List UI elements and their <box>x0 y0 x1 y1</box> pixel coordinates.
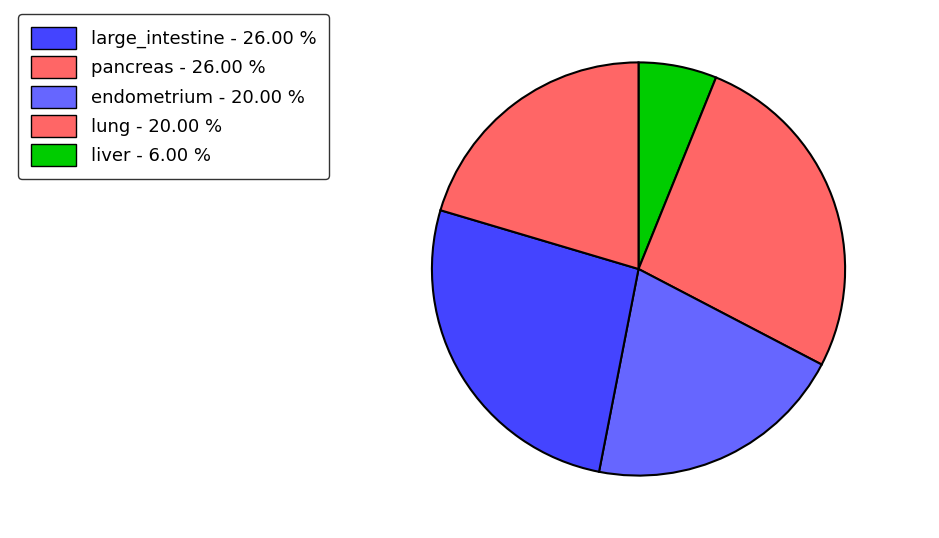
Wedge shape <box>432 210 639 472</box>
Wedge shape <box>599 269 822 476</box>
Wedge shape <box>440 62 639 269</box>
Legend: large_intestine - 26.00 %, pancreas - 26.00 %, endometrium - 20.00 %, lung - 20.: large_intestine - 26.00 %, pancreas - 26… <box>19 15 329 179</box>
Wedge shape <box>639 77 845 365</box>
Wedge shape <box>639 62 716 269</box>
